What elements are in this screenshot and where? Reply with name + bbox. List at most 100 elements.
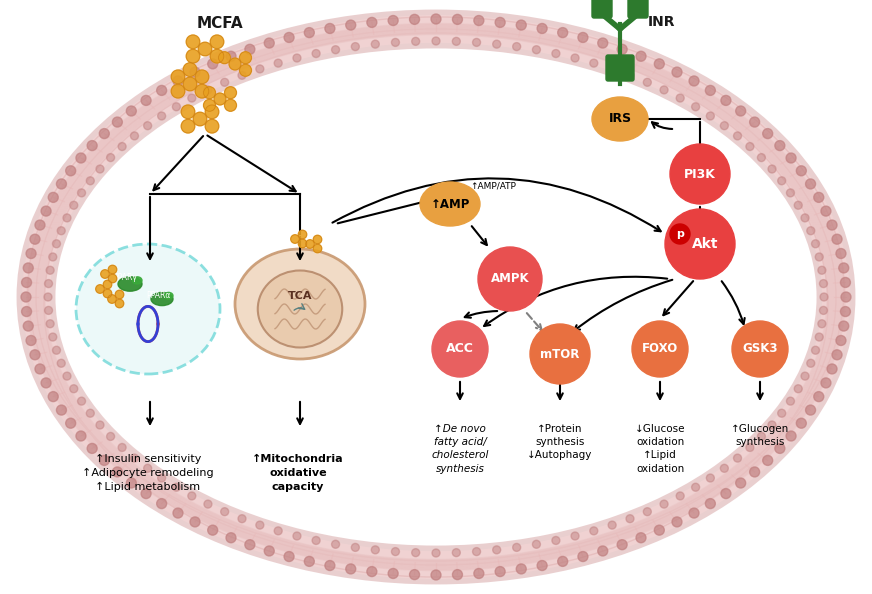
Circle shape xyxy=(171,84,185,98)
Circle shape xyxy=(52,346,60,354)
Circle shape xyxy=(86,409,94,417)
Text: ACC: ACC xyxy=(446,343,474,355)
Circle shape xyxy=(665,209,735,279)
Circle shape xyxy=(131,132,139,140)
Circle shape xyxy=(796,418,807,428)
Circle shape xyxy=(221,78,228,86)
Circle shape xyxy=(412,37,419,45)
Circle shape xyxy=(173,484,181,491)
Text: TCA: TCA xyxy=(288,291,312,301)
Circle shape xyxy=(763,128,773,138)
Circle shape xyxy=(141,489,151,498)
FancyBboxPatch shape xyxy=(592,0,612,18)
Circle shape xyxy=(473,15,484,26)
Circle shape xyxy=(118,444,126,451)
Circle shape xyxy=(571,532,579,540)
Circle shape xyxy=(58,359,65,367)
Text: ↑AMP: ↑AMP xyxy=(430,197,470,210)
Circle shape xyxy=(431,14,441,24)
Circle shape xyxy=(818,266,826,274)
Circle shape xyxy=(293,532,301,540)
Circle shape xyxy=(187,49,200,63)
Circle shape xyxy=(589,59,598,67)
Circle shape xyxy=(346,564,356,574)
Circle shape xyxy=(513,544,521,551)
Text: ↑Mitochondria
oxidative
capacity: ↑Mitochondria oxidative capacity xyxy=(252,454,344,492)
Ellipse shape xyxy=(133,277,142,284)
Circle shape xyxy=(836,248,846,258)
Circle shape xyxy=(240,64,251,76)
Circle shape xyxy=(44,280,52,287)
Circle shape xyxy=(775,443,785,453)
Circle shape xyxy=(78,189,85,197)
Circle shape xyxy=(331,541,339,548)
Circle shape xyxy=(173,76,183,86)
Circle shape xyxy=(331,46,339,53)
Circle shape xyxy=(24,263,33,273)
Circle shape xyxy=(841,277,850,287)
Text: ↑De novo
fatty acid/
cholesterol
synthesis: ↑De novo fatty acid/ cholesterol synthes… xyxy=(432,424,488,473)
Circle shape xyxy=(204,500,212,508)
Circle shape xyxy=(493,546,501,554)
Circle shape xyxy=(26,336,36,346)
Circle shape xyxy=(131,454,139,462)
Circle shape xyxy=(758,432,766,440)
Circle shape xyxy=(676,94,685,102)
Circle shape xyxy=(608,65,617,73)
Circle shape xyxy=(626,515,634,523)
Circle shape xyxy=(778,409,786,417)
Circle shape xyxy=(108,266,117,274)
Circle shape xyxy=(552,49,560,58)
Circle shape xyxy=(208,525,218,535)
Circle shape xyxy=(351,544,359,551)
Circle shape xyxy=(325,561,335,570)
Circle shape xyxy=(807,359,814,367)
Ellipse shape xyxy=(151,292,173,305)
Circle shape xyxy=(44,307,52,314)
Circle shape xyxy=(721,489,731,498)
Circle shape xyxy=(21,292,31,302)
Circle shape xyxy=(225,87,236,99)
Circle shape xyxy=(763,456,773,466)
Circle shape xyxy=(181,105,194,119)
Circle shape xyxy=(181,119,194,133)
Circle shape xyxy=(204,86,212,94)
Text: IRS: IRS xyxy=(609,112,631,125)
Circle shape xyxy=(626,71,634,79)
Circle shape xyxy=(689,508,699,518)
Circle shape xyxy=(78,397,85,405)
Circle shape xyxy=(530,324,590,384)
Circle shape xyxy=(706,112,714,120)
Circle shape xyxy=(96,285,105,293)
Circle shape xyxy=(112,117,122,127)
Ellipse shape xyxy=(592,97,648,141)
Circle shape xyxy=(807,227,814,235)
Circle shape xyxy=(608,521,617,529)
Circle shape xyxy=(371,40,379,48)
Circle shape xyxy=(86,177,94,185)
Circle shape xyxy=(284,33,294,42)
Circle shape xyxy=(22,277,31,287)
Circle shape xyxy=(431,570,441,580)
Circle shape xyxy=(103,280,112,289)
Text: Akt: Akt xyxy=(691,237,719,251)
Circle shape xyxy=(775,141,785,151)
Circle shape xyxy=(312,536,320,545)
Circle shape xyxy=(208,59,218,69)
Circle shape xyxy=(453,37,460,45)
Circle shape xyxy=(190,67,200,77)
Circle shape xyxy=(203,87,215,99)
Circle shape xyxy=(106,154,114,162)
Ellipse shape xyxy=(420,182,480,226)
Circle shape xyxy=(99,128,109,138)
Circle shape xyxy=(30,234,40,244)
Circle shape xyxy=(453,570,462,580)
Circle shape xyxy=(183,77,197,91)
Circle shape xyxy=(758,154,766,162)
Circle shape xyxy=(820,307,828,314)
Circle shape xyxy=(187,35,200,49)
Circle shape xyxy=(732,321,788,377)
Circle shape xyxy=(157,86,167,96)
Circle shape xyxy=(346,20,356,30)
Circle shape xyxy=(290,235,299,244)
